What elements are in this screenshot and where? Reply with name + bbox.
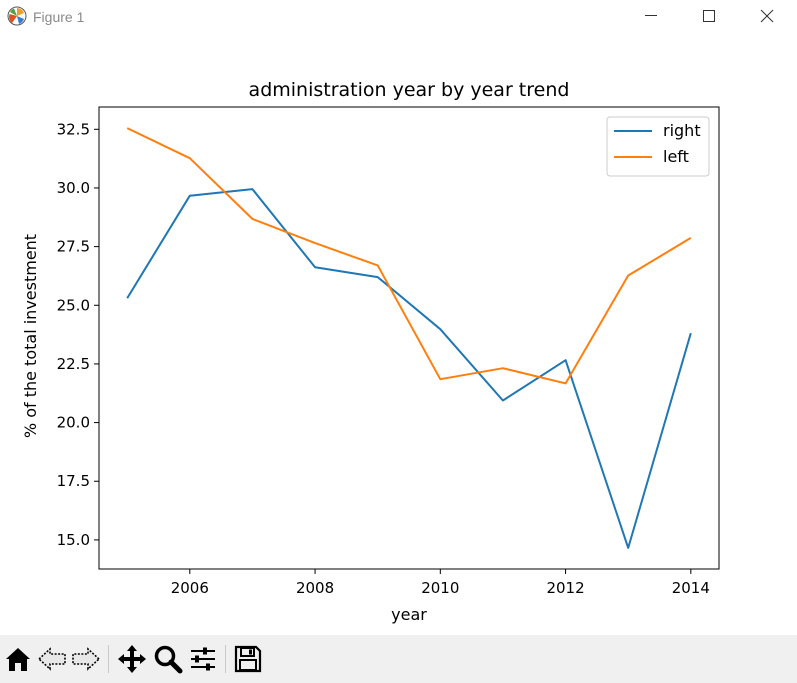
close-button[interactable]	[739, 0, 797, 33]
forward-button[interactable]	[70, 643, 102, 675]
back-button[interactable]	[36, 643, 68, 675]
window-title: Figure 1	[33, 9, 85, 25]
toolbar-separator	[225, 645, 226, 673]
plot-frame	[98, 106, 720, 570]
x-axis-label: year	[391, 605, 427, 624]
x-tick-label: 2012	[546, 579, 584, 597]
home-icon	[6, 648, 30, 671]
legend-label-left: left	[663, 147, 689, 166]
y-tick-label: 30.0	[57, 179, 90, 197]
zoom-button[interactable]	[152, 643, 184, 675]
y-tick-label: 27.5	[57, 238, 90, 256]
chart-title: administration year by year trend	[249, 79, 570, 101]
x-tick-label: 2006	[171, 579, 209, 597]
configure-subplots-icon	[191, 647, 215, 671]
y-tick-label: 20.0	[57, 414, 90, 432]
y-tick-label: 32.5	[57, 120, 90, 138]
maximize-button[interactable]	[681, 0, 739, 33]
pan-button[interactable]	[116, 643, 148, 675]
series-line-left	[126, 127, 692, 385]
y-tick-label: 22.5	[57, 355, 90, 373]
minimize-icon	[645, 15, 657, 16]
navigation-toolbar	[0, 635, 797, 683]
close-icon	[760, 9, 774, 23]
plot-area: 2006 2008 2010 2012 2014 15.0 17.5 20.0 22.5 25.0…	[57, 106, 720, 597]
home-button[interactable]	[2, 643, 34, 675]
matplotlib-logo-icon	[7, 6, 27, 26]
maximize-icon	[703, 10, 715, 22]
zoom-icon	[154, 645, 183, 674]
back-icon	[37, 647, 66, 671]
pan-icon	[118, 645, 146, 673]
configure-subplots-button[interactable]	[187, 643, 219, 675]
save-button[interactable]	[232, 643, 264, 675]
x-tick-label: 2008	[296, 579, 334, 597]
legend-label-right: right	[663, 121, 701, 140]
y-axis-label: % of the total investment	[21, 234, 40, 438]
window-titlebar: Figure 1	[0, 0, 797, 33]
minimize-button[interactable]	[623, 0, 681, 33]
line-chart: administration year by year trend 2006 20…	[21, 79, 720, 624]
x-tick-label: 2010	[421, 579, 459, 597]
x-tick-label: 2014	[672, 579, 710, 597]
y-tick-label: 15.0	[57, 531, 90, 549]
save-icon	[234, 645, 262, 673]
y-tick-label: 25.0	[57, 296, 90, 314]
forward-icon	[72, 647, 101, 671]
series-line-right	[126, 188, 692, 549]
figure-canvas: administration year by year trend 2006 20…	[0, 33, 797, 635]
y-tick-label: 17.5	[57, 472, 90, 490]
toolbar-separator	[108, 645, 109, 673]
